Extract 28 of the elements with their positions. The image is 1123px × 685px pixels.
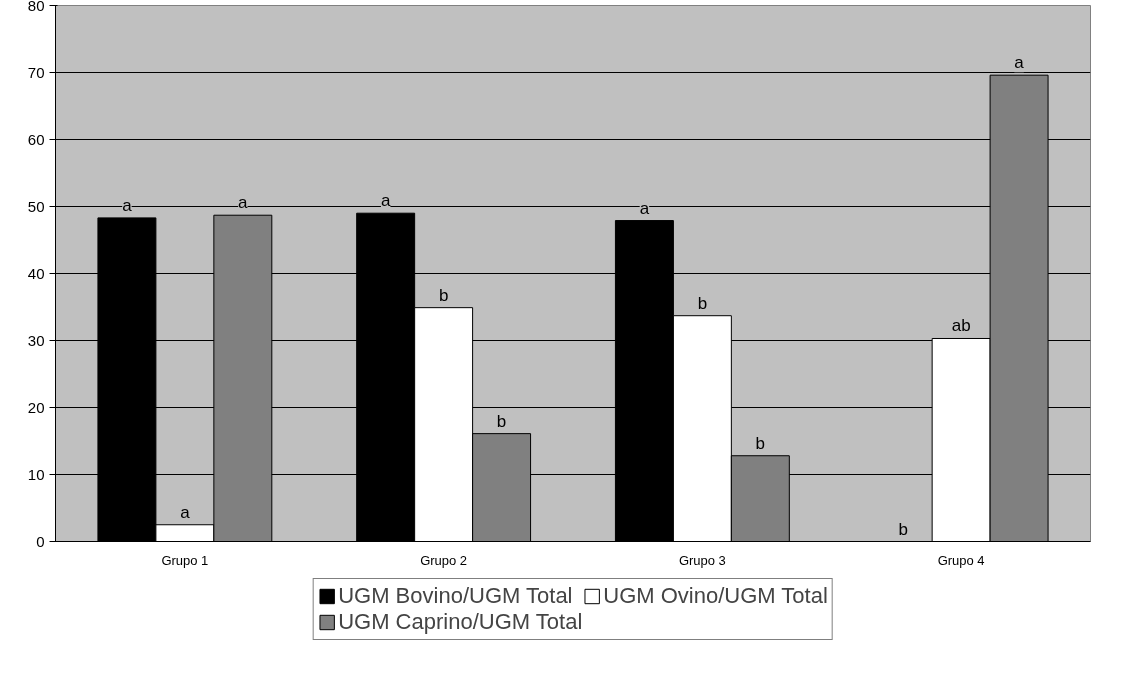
y-tick-label: 20 <box>27 398 45 416</box>
x-tick-label: Grupo 1 <box>161 552 209 568</box>
data-label: b <box>496 411 507 431</box>
legend-label: UGM Caprino/UGM Total <box>338 609 583 635</box>
data-label: ab <box>951 316 971 336</box>
y-tick-label: 80 <box>27 0 45 14</box>
data-label: b <box>697 293 708 313</box>
data-label: b <box>898 519 908 539</box>
data-label: a <box>122 195 133 215</box>
y-tick-label: 70 <box>27 63 45 81</box>
y-tick-label: 40 <box>27 264 45 282</box>
y-tick-label: 10 <box>27 465 45 483</box>
data-label: b <box>438 285 449 305</box>
x-tick-label: Grupo 4 <box>937 552 985 568</box>
x-tick-label: Grupo 2 <box>420 552 468 568</box>
x-tick-label: Grupo 3 <box>678 552 726 568</box>
data-label: a <box>1014 53 1025 73</box>
legend-label: UGM Bovino/UGM Total <box>338 583 573 609</box>
legend-label: UGM Ovino/UGM Total <box>603 583 828 609</box>
y-tick-label: 50 <box>27 197 45 215</box>
data-label: a <box>238 193 249 213</box>
y-tick-label: 0 <box>36 532 45 550</box>
data-label: a <box>380 191 391 211</box>
data-label: b <box>755 433 766 453</box>
data-label: a <box>639 198 650 218</box>
y-tick-label: 30 <box>27 331 45 349</box>
y-tick-label: 60 <box>27 130 45 148</box>
data-label: a <box>180 502 191 522</box>
